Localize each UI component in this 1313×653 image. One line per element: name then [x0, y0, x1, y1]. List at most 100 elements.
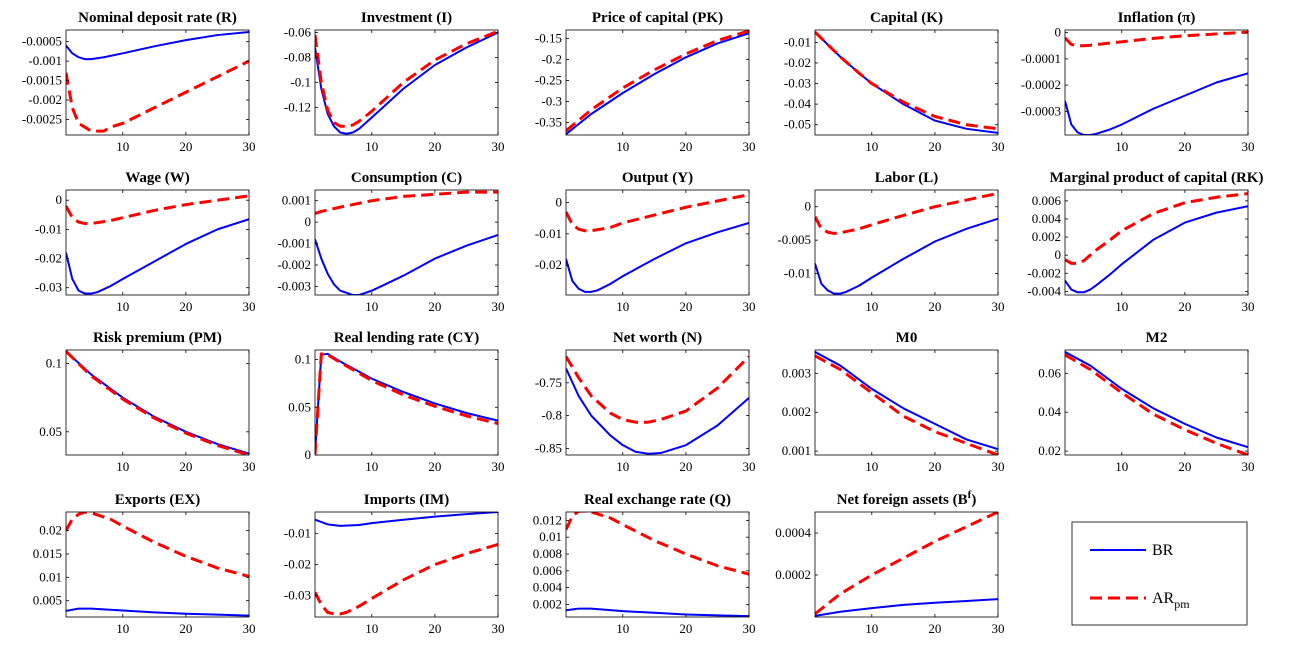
series-line-ar-pm	[566, 30, 749, 132]
x-tick-label: 20	[679, 299, 692, 314]
subplot-18: Real exchange rate (Q) 10 20 30 0.012 0.01 0.0…	[533, 492, 756, 636]
y-tick-label: -0.85	[535, 440, 562, 455]
series-line-ar-pm	[1065, 30, 1248, 48]
series-line-br	[66, 218, 249, 295]
subplot-title: Marginal product of capital (RK)	[1050, 170, 1264, 186]
y-tick-label: -0.004	[1027, 283, 1061, 298]
series-line-br	[1065, 205, 1248, 294]
y-tick-label: 0.012	[533, 512, 562, 527]
y-tick-label: 0.005	[33, 593, 62, 608]
y-tick-label: -0.01	[784, 34, 811, 49]
subplot-14: M0 10 20 30 0.003 0.002 0.001	[782, 330, 1005, 474]
y-tick-label: -0.002	[28, 92, 62, 107]
y-tick-label: 0.004	[533, 580, 563, 595]
y-tick-label: -0.75	[535, 375, 562, 390]
series-line-ar-pm	[315, 30, 498, 128]
x-tick-label: 20	[179, 299, 192, 314]
x-tick-label: 20	[1178, 299, 1191, 314]
series-line-br	[66, 607, 249, 617]
axes-box	[814, 189, 999, 296]
axes-box	[1064, 29, 1249, 136]
y-tick-label: -0.1	[290, 75, 311, 90]
x-tick-label: 10	[116, 299, 129, 314]
y-tick-label: 0.06	[1038, 365, 1061, 380]
subplot-7: Consumption (C) 10 20 30 0.001 0 -0.001 -0.002 -…	[277, 170, 504, 314]
x-tick-label: 10	[865, 299, 878, 314]
subplot-16: Exports (EX) 10 20 30 0.02 0.015 0.01 0.005	[33, 492, 256, 636]
x-tick-label: 20	[928, 621, 941, 636]
x-tick-label: 20	[428, 621, 441, 636]
y-tick-label: 0.015	[33, 546, 62, 561]
y-tick-label: 0.1	[295, 352, 311, 367]
y-tick-label: 0	[305, 214, 312, 229]
axes-box	[814, 511, 999, 618]
x-tick-label: 20	[928, 299, 941, 314]
subplot-title: M0	[896, 330, 918, 346]
x-tick-label: 30	[743, 299, 756, 314]
series-line-ar-pm	[315, 190, 498, 215]
x-tick-label: 10	[865, 459, 878, 474]
axes-box	[814, 349, 999, 456]
axes-box	[65, 29, 250, 136]
y-tick-label: -0.2	[541, 51, 562, 66]
series-line-br	[315, 352, 498, 454]
legend-label-br: BR	[1152, 542, 1174, 559]
subplot-10: Marginal product of capital (RK) 10 20 30 0.…	[1027, 170, 1263, 314]
series-line-ar-pm	[66, 512, 249, 578]
subplot-title: Inflation (π)	[1118, 10, 1196, 26]
subplot-2: Investment (I) 10 20 30 -0.06 -0.08 -0.1 -0.12	[284, 10, 505, 154]
x-tick-label: 10	[365, 621, 378, 636]
x-tick-label: 30	[243, 299, 256, 314]
x-tick-label: 20	[428, 299, 441, 314]
x-tick-label: 30	[992, 621, 1005, 636]
title-superscript: f	[968, 489, 972, 501]
y-tick-label: -0.25	[535, 72, 562, 87]
subplot-title: Imports (IM)	[364, 492, 449, 508]
subplot-title: Capital (K)	[870, 10, 943, 26]
y-tick-label: 0.0004	[775, 525, 811, 540]
x-tick-label: 30	[743, 139, 756, 154]
x-tick-label: 20	[679, 459, 692, 474]
x-tick-label: 10	[616, 299, 629, 314]
subplot-title: Consumption (C)	[351, 170, 462, 186]
title-tail: )	[971, 492, 976, 508]
axes-box	[565, 189, 750, 296]
y-tick-label: 0.002	[782, 404, 811, 419]
subplot-title: Net worth (N)	[613, 330, 702, 346]
x-tick-label: 30	[992, 139, 1005, 154]
subplot-title: Investment (I)	[361, 10, 452, 26]
x-tick-label: 20	[679, 621, 692, 636]
legend-subscript: pm	[1174, 597, 1190, 611]
x-tick-label: 10	[616, 621, 629, 636]
axes-box	[814, 29, 999, 136]
subplot-1: Nominal deposit rate (R) 10 20 30 -0.0005 -0.…	[22, 10, 256, 154]
subplot-9: Labor (L) 10 20 30 0 -0.005 -0.01	[777, 170, 1004, 314]
subplot-title: Nominal deposit rate (R)	[78, 10, 237, 26]
x-tick-label: 10	[116, 139, 129, 154]
series-line-ar-pm	[566, 355, 749, 424]
x-tick-label: 10	[365, 299, 378, 314]
y-tick-label: -0.001	[277, 236, 311, 251]
y-tick-label: 0.02	[1038, 443, 1061, 458]
y-tick-label: -0.01	[35, 221, 62, 236]
axes-box	[65, 189, 250, 296]
x-tick-label: 20	[928, 139, 941, 154]
subplot-title: Labor (L)	[875, 170, 938, 186]
axes-box	[1064, 189, 1249, 296]
y-tick-label: 0	[1055, 247, 1062, 262]
axes-box	[314, 349, 499, 456]
axes-box	[314, 511, 499, 618]
series-line-br	[566, 32, 749, 135]
y-tick-label: -0.03	[784, 76, 811, 91]
y-tick-label: 0	[305, 447, 312, 462]
subplot-title: M2	[1146, 330, 1168, 346]
y-tick-label: -0.01	[284, 526, 311, 541]
x-tick-label: 10	[365, 459, 378, 474]
x-tick-label: 30	[492, 621, 505, 636]
subplot-6: Wage (W) 10 20 30 0 -0.01 -0.02 -0.03	[35, 170, 256, 314]
x-tick-label: 20	[179, 621, 192, 636]
subplot-title: Risk premium (PM)	[93, 330, 222, 346]
x-tick-label: 30	[743, 459, 756, 474]
axes-box	[1064, 349, 1249, 456]
